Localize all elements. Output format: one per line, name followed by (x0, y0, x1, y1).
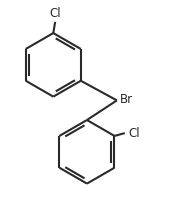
Text: Cl: Cl (49, 7, 61, 20)
Text: Cl: Cl (128, 127, 140, 140)
Text: Br: Br (120, 93, 133, 106)
